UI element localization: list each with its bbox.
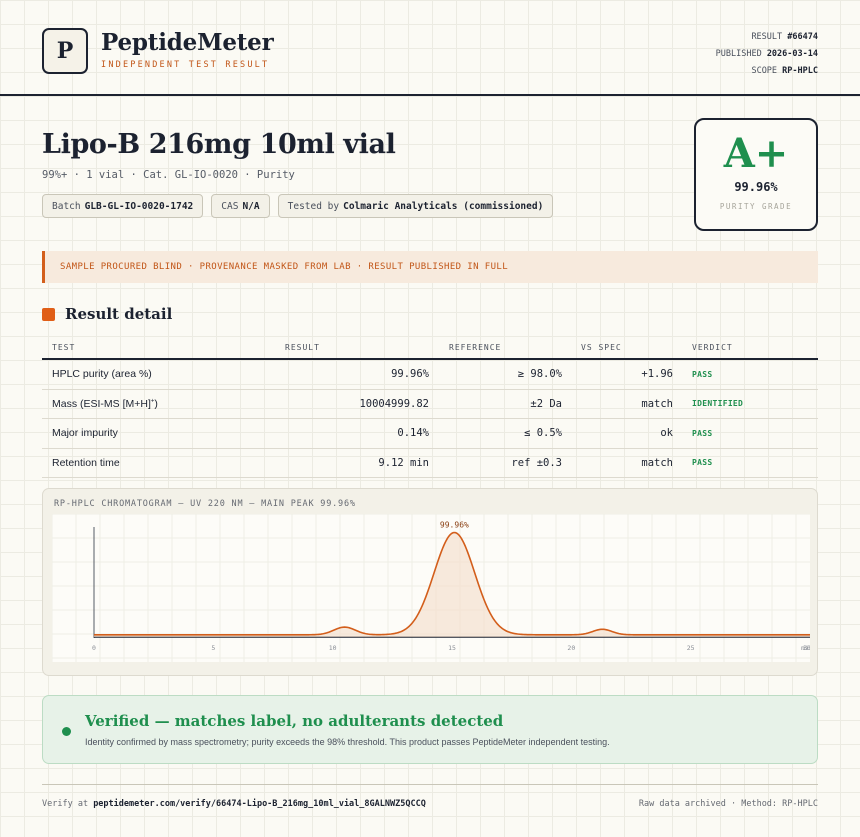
cell-result: 9.12 min: [378, 456, 429, 469]
table-row: Mass (ESI-MS [M+H]+) 10004999.82 ±2 Da m…: [42, 390, 818, 419]
batch-value: GLB-GL-IO-0020-1742: [84, 200, 194, 212]
x-tick-label: 5: [211, 644, 215, 652]
lab-chip: Tested by Colmaric Analyticals (commissio…: [277, 194, 554, 218]
cell-verdict: PASS: [692, 428, 713, 438]
cell-verdict: PASS: [692, 458, 713, 468]
chromatogram-chart: 99.96% 0 5 10 15 20 25 30min: [52, 514, 810, 662]
meta-published-value: 2026-03-14: [766, 49, 818, 59]
cas-chip: CAS N/A: [211, 194, 270, 218]
header-vs-spec: VS SPEC: [581, 343, 622, 352]
header-verdict: VERDICT: [692, 343, 733, 352]
meta-result: RESULT #66474: [716, 29, 818, 46]
x-tick-label: 25: [687, 644, 695, 652]
product-subtitle: 99%+ · 1 vial · Cat. GL-IO-0020 · Purity: [42, 169, 295, 181]
cell-reference: ≤ 0.5%: [524, 427, 562, 440]
cell-reference: ≥ 98.0%: [517, 368, 562, 381]
product-title: Lipo-B 216mg 10ml vial: [42, 129, 396, 160]
grade-letter: A+: [723, 130, 789, 177]
peak-label: 99.96%: [440, 521, 469, 530]
meta-scope-value: RP-HPLC: [782, 66, 818, 76]
brand-tagline: INDEPENDENT TEST RESULT: [101, 60, 270, 70]
cell-test-tail: ): [154, 397, 158, 410]
chromatogram-panel: RP-HPLC CHROMATOGRAM — UV 220 NM — MAIN …: [42, 488, 818, 676]
logo-letter: P: [56, 38, 74, 64]
cell-reference: ±2 Da: [530, 397, 562, 410]
cell-result: 10004999.82: [359, 397, 429, 410]
meta-scope-label: SCOPE: [751, 66, 778, 76]
header-test: TEST: [52, 343, 76, 352]
table-row: Retention time 9.12 min ref ±0.3 match P…: [42, 449, 818, 478]
section-title: Result detail: [65, 305, 173, 323]
x-tick-label: 10: [329, 644, 337, 652]
product-chips: Batch GLB-GL-IO-0020-1742 CAS N/A Tested b…: [42, 194, 554, 218]
lab-value: Colmaric Analyticals (commissioned): [343, 200, 544, 212]
cell-test: HPLC purity (area %): [52, 368, 152, 381]
cell-vs-spec: match: [641, 397, 673, 410]
cell-result: 0.14%: [397, 427, 429, 440]
x-unit-label: min: [801, 644, 810, 652]
cell-test: Mass (ESI-MS [M+H]+): [42, 398, 232, 410]
cell-test-text: Mass (ESI-MS [M+H]: [52, 397, 151, 410]
header-reference: REFERENCE: [449, 343, 502, 352]
verified-text: Identity confirmed by mass spectrometry;…: [85, 737, 610, 747]
cell-test: Retention time: [52, 456, 120, 469]
meta-published-label: PUBLISHED: [715, 49, 762, 59]
cell-vs-spec: ok: [660, 427, 673, 440]
meta-result-value: #66474: [787, 32, 818, 42]
results-table: TEST RESULT REFERENCE VS SPEC VERDICT HP…: [42, 337, 818, 478]
header-result: RESULT: [285, 343, 320, 352]
section-marker-icon: [42, 307, 55, 321]
batch-chip: Batch GLB-GL-IO-0020-1742: [42, 194, 204, 218]
grade-label: PURITY GRADE: [719, 202, 793, 211]
brand-name[interactable]: PeptideMeter: [101, 29, 274, 56]
x-tick-label: 0: [92, 644, 96, 652]
cas-label: CAS: [221, 200, 239, 212]
purity-grade-card: A+ 99.96% PURITY GRADE: [694, 118, 818, 231]
cell-test-sup: +: [150, 398, 155, 405]
cas-value: N/A: [242, 200, 260, 212]
verify-url-link[interactable]: peptidemeter.com/verify/66474-Lipo-B_216…: [93, 799, 426, 809]
cell-verdict: IDENTIFIED: [692, 399, 744, 409]
footer-divider: [42, 784, 818, 785]
chromatogram-title: RP-HPLC CHROMATOGRAM — UV 220 NM — MAIN …: [54, 499, 356, 509]
table-header-row: TEST RESULT REFERENCE VS SPEC VERDICT: [42, 337, 818, 360]
verified-title: Verified — matches label, no adulterants…: [85, 712, 504, 730]
result-meta: RESULT #66474 PUBLISHED 2026-03-14 SCOPE…: [716, 29, 818, 80]
chromatogram-fill: [94, 532, 810, 637]
cell-reference: ref ±0.3: [511, 456, 562, 469]
brand-logo[interactable]: P: [42, 28, 88, 74]
cell-vs-spec: match: [641, 456, 673, 469]
x-tick-label: 30: [803, 644, 810, 652]
table-row: HPLC purity (area %) 99.96% ≥ 98.0% +1.9…: [42, 360, 818, 390]
cell-result: 99.96%: [391, 368, 429, 381]
cell-test: Major impurity: [52, 427, 118, 440]
cell-vs-spec: +1.96: [641, 368, 673, 381]
lab-label: Tested by: [287, 200, 340, 212]
procurement-notice: SAMPLE PROCURED BLIND · PROVENANCE MASKE…: [42, 251, 818, 283]
batch-label: Batch: [52, 200, 81, 212]
x-tick-label: 20: [567, 644, 575, 652]
meta-result-label: RESULT: [751, 32, 783, 42]
meta-published: PUBLISHED 2026-03-14: [716, 46, 818, 63]
verify-link-row: Verify at peptidemeter.com/verify/66474-…: [42, 799, 426, 809]
meta-scope: SCOPE RP-HPLC: [716, 63, 818, 80]
x-tick-label: 15: [448, 644, 456, 652]
page-header: P PeptideMeter INDEPENDENT TEST RESULT R…: [0, 0, 860, 96]
grade-value: 99.96%: [734, 180, 778, 194]
verified-dot-icon: [62, 727, 71, 736]
table-row: Major impurity 0.14% ≤ 0.5% ok PASS: [42, 419, 818, 449]
cell-verdict: PASS: [692, 369, 713, 379]
footer-method: Raw data archived · Method: RP-HPLC: [638, 799, 818, 809]
section-heading: Result detail: [42, 305, 172, 323]
verified-banner: Verified — matches label, no adulterants…: [42, 695, 818, 764]
verify-prefix: Verify at: [42, 799, 89, 809]
chromatogram-line: [94, 531, 810, 636]
